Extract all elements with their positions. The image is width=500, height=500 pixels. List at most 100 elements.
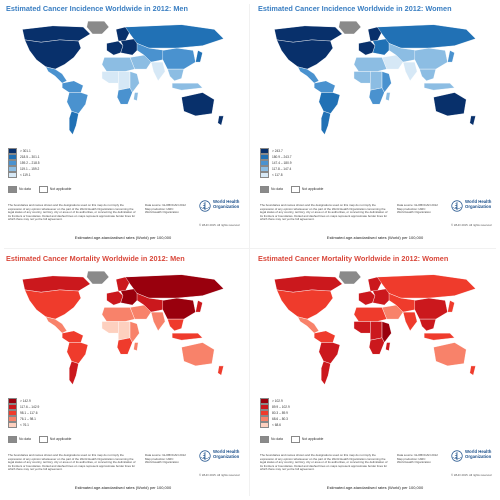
legend-label: < 68.6 <box>272 423 281 427</box>
legend-label: > 102.9 <box>272 399 283 403</box>
world-map-svg <box>6 17 240 147</box>
map-title: Estimated Cancer Mortality Worldwide in … <box>6 254 185 263</box>
region-na-north <box>274 25 343 43</box>
footer-caption: Estimated age-standardised rates (World)… <box>326 235 424 240</box>
region-w-africa <box>353 321 371 334</box>
panel-incidence-women: Estimated Cancer Incidence Worldwide in … <box>254 2 496 246</box>
legend-item: < 68.6 <box>260 421 320 429</box>
disclaimer-text: The boundaries and names shown and the d… <box>260 453 388 472</box>
region-se-asia <box>419 318 437 332</box>
region-w-africa <box>101 71 119 84</box>
region-china <box>162 297 196 320</box>
legend-label: < 117.8 <box>272 173 283 177</box>
source-line: Map production: IARC <box>397 206 426 211</box>
region-s-africa <box>368 337 385 355</box>
region-japan <box>447 300 455 313</box>
legend: > 243.7 180.9 – 243.7 147.4 – 180.9 117.8 –… <box>260 147 320 179</box>
legend-special: No data Not applicable <box>8 436 71 443</box>
world-map <box>6 16 240 148</box>
region-greenland <box>86 270 110 285</box>
region-c-asia <box>136 293 166 313</box>
legend-item: < 119.1 <box>8 171 68 179</box>
region-madagascar <box>385 92 391 101</box>
footer-caption: Estimated age-standardised rates (World)… <box>326 485 424 490</box>
who-logo: World Health Organization <box>199 199 243 222</box>
region-japan <box>195 50 203 63</box>
copyright: © WHO 2015. All rights reserved <box>451 473 492 477</box>
region-sa-south <box>68 110 79 136</box>
source-line: World Health Organization <box>145 460 179 465</box>
vertical-divider <box>249 4 250 496</box>
legend-label: < 119.1 <box>20 173 31 177</box>
region-c-asia <box>136 43 166 63</box>
legend-item: < 76.1 <box>8 421 68 429</box>
region-w-africa <box>353 71 371 84</box>
world-map-svg <box>6 267 240 397</box>
who-name: World Health Organization <box>213 199 240 209</box>
footer-caption: Estimated age-standardised rates (World)… <box>74 235 172 240</box>
region-se-asia <box>167 68 185 82</box>
region-china <box>414 47 448 70</box>
region-india <box>402 311 418 332</box>
disclaimer-text: The boundaries and names shown and the d… <box>8 203 136 222</box>
legend-swatch <box>260 171 269 179</box>
panel-mortality-women: Estimated Cancer Mortality Worldwide in … <box>254 252 496 496</box>
no-data-swatch <box>8 186 17 193</box>
region-s-africa <box>116 87 133 105</box>
who-logo: World Health Organization <box>451 449 495 472</box>
region-indonesia <box>171 332 204 341</box>
not-applicable-swatch <box>290 436 300 443</box>
region-scandinavia <box>367 276 383 292</box>
region-greenland <box>86 20 110 35</box>
source-line: World Health Organization <box>397 210 431 215</box>
region-scandinavia <box>115 276 131 292</box>
region-se-asia <box>167 318 185 332</box>
legend-label: 159.2 – 218.5 <box>20 161 40 165</box>
region-na-north <box>22 25 91 43</box>
disclaimer-text: The boundaries and names shown and the d… <box>8 453 136 472</box>
region-greenland <box>338 270 362 285</box>
who-name: World Health Organization <box>465 199 492 209</box>
region-c-africa <box>370 71 383 91</box>
source-line: Data source: GLOBOCAN 2012 <box>397 453 438 457</box>
region-indonesia <box>423 82 456 91</box>
not-applicable-swatch <box>38 186 48 193</box>
region-c-africa <box>118 321 131 341</box>
region-australia <box>433 342 467 367</box>
map-title: Estimated Cancer Mortality Worldwide in … <box>258 254 449 263</box>
region-se-asia <box>419 68 437 82</box>
region-scandinavia <box>115 26 131 42</box>
source-line: Map production: IARC <box>145 206 174 211</box>
source-line: Map production: IARC <box>145 456 174 461</box>
region-n-africa <box>101 307 135 322</box>
world-map <box>6 266 240 398</box>
region-e-africa <box>381 71 392 93</box>
no-data-label: No data <box>19 187 31 192</box>
region-greenland <box>338 20 362 35</box>
region-s-africa <box>116 337 133 355</box>
legend-label: 76.1 – 98.1 <box>20 417 36 421</box>
data-source: Data source: GLOBOCAN 2012 Map productio… <box>145 453 197 465</box>
no-data-label: No data <box>271 437 283 442</box>
horizontal-divider <box>4 248 496 249</box>
source-line: Data source: GLOBOCAN 2012 <box>397 203 438 207</box>
region-russia <box>124 24 224 49</box>
region-japan <box>447 50 455 63</box>
region-c-asia <box>388 293 418 313</box>
region-india <box>150 311 166 332</box>
region-sa-main <box>318 342 341 364</box>
legend-special: No data Not applicable <box>8 186 71 193</box>
region-russia <box>124 274 224 299</box>
legend-label: 89.9 – 102.9 <box>272 405 290 409</box>
who-logo: World Health Organization <box>199 449 243 472</box>
region-russia <box>376 274 476 299</box>
no-data-swatch <box>8 436 17 443</box>
legend-special: No data Not applicable <box>260 436 323 443</box>
legend-label: 147.4 – 180.9 <box>272 161 292 165</box>
no-data-swatch <box>260 436 269 443</box>
region-china <box>414 297 448 320</box>
map-title: Estimated Cancer Incidence Worldwide in … <box>6 4 188 13</box>
region-indonesia <box>423 332 456 341</box>
region-central-am <box>45 316 68 334</box>
panel-incidence-men: Estimated Cancer Incidence Worldwide in … <box>2 2 244 246</box>
